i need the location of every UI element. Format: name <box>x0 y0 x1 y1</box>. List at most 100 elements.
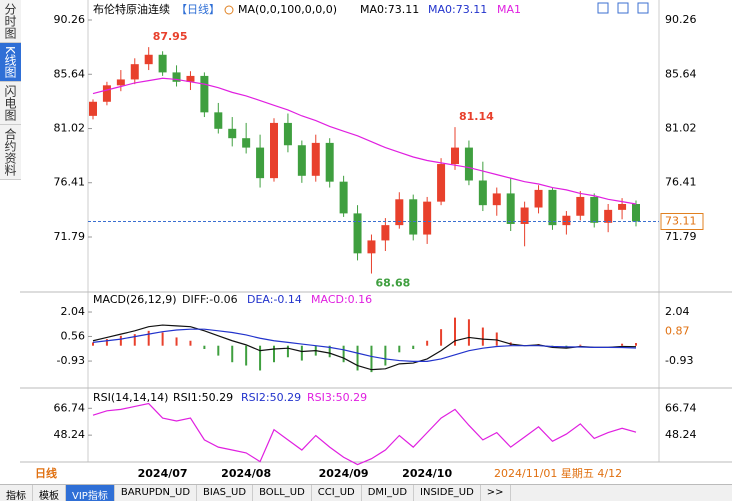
candle-body <box>130 64 139 80</box>
y-tick-label: 48.24 <box>54 428 86 441</box>
y-tick-label: 85.64 <box>54 67 86 80</box>
candle-body <box>437 164 446 202</box>
candle-body <box>451 147 459 165</box>
candle-body <box>116 79 125 86</box>
ma-label: MA0:73.11 <box>360 3 419 16</box>
candle-body <box>381 225 390 241</box>
y-tick-label: 66.74 <box>665 401 697 414</box>
candle-body <box>367 240 376 254</box>
candle-body <box>353 213 362 254</box>
toolbar-tab[interactable]: BOLL_UD <box>253 485 312 501</box>
candle-body <box>478 180 487 206</box>
toolbar-tab[interactable]: DMI_UD <box>362 485 415 501</box>
candle-body <box>270 122 278 179</box>
candle-body <box>632 203 640 222</box>
candle-body <box>464 147 473 181</box>
y-tick-label: 0.56 <box>61 329 86 342</box>
indicator: MA(0,0,100,0,0,0) <box>238 3 337 16</box>
y-tick-label: 2.04 <box>61 305 86 318</box>
candle-body <box>89 101 97 116</box>
candle-body <box>158 54 167 73</box>
candle-body <box>144 54 153 65</box>
x-tick-label: 2024/07 <box>138 467 188 480</box>
rsi-label: RSI1:50.29 <box>173 391 233 404</box>
candle-body <box>172 72 181 82</box>
annotation: 68.68 <box>375 277 410 290</box>
candle-body <box>534 189 543 208</box>
y-tick-label: 2.04 <box>665 305 690 318</box>
y-tick-label: 48.24 <box>665 428 697 441</box>
y-tick-label: 90.26 <box>665 13 697 26</box>
tab[interactable]: K线图 <box>0 43 21 82</box>
macd-title: MACD(26,12,9) <box>93 293 177 306</box>
annotation: 87.95 <box>153 30 188 43</box>
y-tick-label: 76.41 <box>665 176 697 189</box>
toolbar-tab[interactable]: >> <box>481 485 511 501</box>
line <box>92 324 637 371</box>
candle-body <box>423 201 432 235</box>
period-label[interactable]: 日线 <box>35 466 57 480</box>
macd-label: DEA:-0.14 <box>247 293 302 306</box>
candle-body <box>339 181 348 214</box>
y-tick-label: 81.02 <box>54 122 86 135</box>
line <box>92 328 637 362</box>
candle-body <box>562 215 571 226</box>
candle-body <box>186 75 195 82</box>
candle-body <box>228 128 237 139</box>
y-tick-label: 66.74 <box>54 401 86 414</box>
tab[interactable]: 分时图 <box>0 0 21 43</box>
toolbar-tab[interactable]: CCI_UD <box>312 485 362 501</box>
tab[interactable]: 闪电图 <box>0 81 21 125</box>
x-tick-label: 2024/09 <box>319 467 369 480</box>
candle-body <box>311 142 320 176</box>
y-tick-label: 90.26 <box>54 13 86 26</box>
candle-body <box>214 112 223 129</box>
rsi-label: RSI2:50.29 <box>241 391 301 404</box>
toolbar-tab[interactable]: BIAS_UD <box>197 485 254 501</box>
right-marker: 0.87 <box>665 324 690 337</box>
toolbar-tab[interactable]: VIP指标 <box>66 485 115 501</box>
candle-body <box>618 203 627 210</box>
candle-body <box>102 85 111 102</box>
toolbar-tab[interactable]: 模板 <box>33 485 66 501</box>
ma-label: MA0:73.11 <box>428 3 487 16</box>
cursor-label: 2024/11/01 星期五 4/12 <box>494 467 622 480</box>
period[interactable]: 【日线】 <box>176 2 220 16</box>
candle-body <box>409 199 418 235</box>
chart: 布伦特原油连续 【日线】 MA(0,0,100,0,0,0) MA0:73.11… <box>20 0 732 480</box>
y-tick-label: -0.93 <box>665 354 693 367</box>
toolbar: 指标 模板 VIP指标 BARUPDN_UD BIAS_UD BOLL_UD CCI_UD D… <box>0 484 732 501</box>
rsi-title: RSI(14,14,14) <box>93 391 168 404</box>
candle-body <box>548 189 557 226</box>
candle-body <box>492 193 501 206</box>
candle-body <box>256 147 265 179</box>
x-tick-label: 2024/08 <box>221 467 271 480</box>
toolbar-tab[interactable]: 指标 <box>0 485 33 501</box>
last-price-box <box>660 212 704 230</box>
y-tick-label: 81.02 <box>665 122 697 135</box>
y-tick-label: 71.79 <box>54 230 86 243</box>
legend: MA1 <box>497 3 521 16</box>
last-price-label: 73.11 <box>665 214 697 227</box>
candle-body <box>506 193 515 224</box>
line <box>92 402 637 466</box>
x-tick-label: 2024/10 <box>402 467 452 480</box>
rsi-label: RSI3:50.29 <box>307 391 367 404</box>
macd-label: MACD:0.16 <box>311 293 372 306</box>
candle-body <box>325 142 334 182</box>
macd-label: DIFF:-0.06 <box>182 293 238 306</box>
toolbar-tab[interactable]: INSIDE_UD <box>414 485 481 501</box>
candle-body <box>297 145 306 176</box>
instrument: 布伦特原油连续 <box>93 2 170 16</box>
candle-body <box>242 138 251 148</box>
candle-body <box>520 207 529 224</box>
y-tick-label: 71.79 <box>665 230 697 243</box>
side-tabs: 分时图 K线图 闪电图 合约资料 <box>0 0 21 180</box>
candle-body <box>395 199 404 226</box>
candle-body <box>604 209 613 223</box>
toolbar-tab[interactable]: BARUPDN_UD <box>115 485 198 501</box>
y-tick-label: -0.93 <box>57 354 85 367</box>
candle-body <box>200 75 209 113</box>
tab[interactable]: 合约资料 <box>0 124 21 180</box>
